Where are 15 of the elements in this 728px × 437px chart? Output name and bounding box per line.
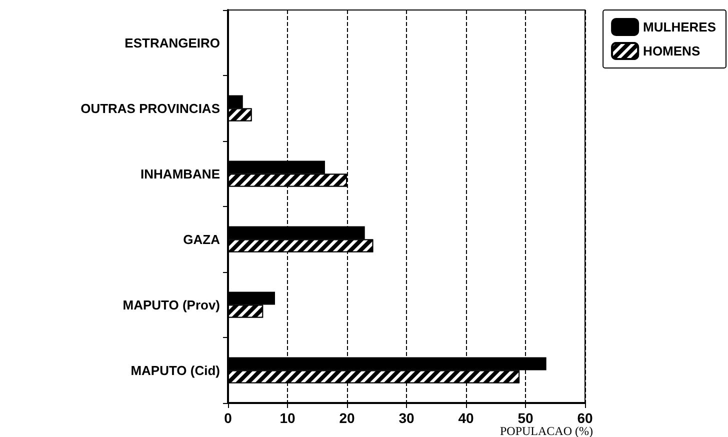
x-tick-label: 40	[458, 410, 474, 426]
y-tick-label: OUTRAS PROVINCIAS	[80, 100, 220, 116]
y-tick-label: MAPUTO (Prov)	[122, 297, 220, 312]
y-tick-label: MAPUTO (Cid)	[130, 362, 220, 378]
y-tick-label: GAZA	[183, 232, 221, 247]
x-tick-label: 60	[577, 410, 593, 426]
legend-label: MULHERES	[643, 20, 716, 34]
y-tick-label: INHAMBANE	[140, 166, 220, 182]
x-tick-label: 0	[224, 410, 232, 426]
legend-label: HOMENS	[643, 44, 700, 58]
x-tick-label: 50	[518, 410, 534, 426]
y-tick-label: ESTRANGEIRO	[124, 35, 220, 50]
x-tick-label: 20	[339, 410, 355, 426]
x-tick-label: 10	[280, 410, 296, 426]
x-tick-label: 30	[398, 410, 414, 426]
